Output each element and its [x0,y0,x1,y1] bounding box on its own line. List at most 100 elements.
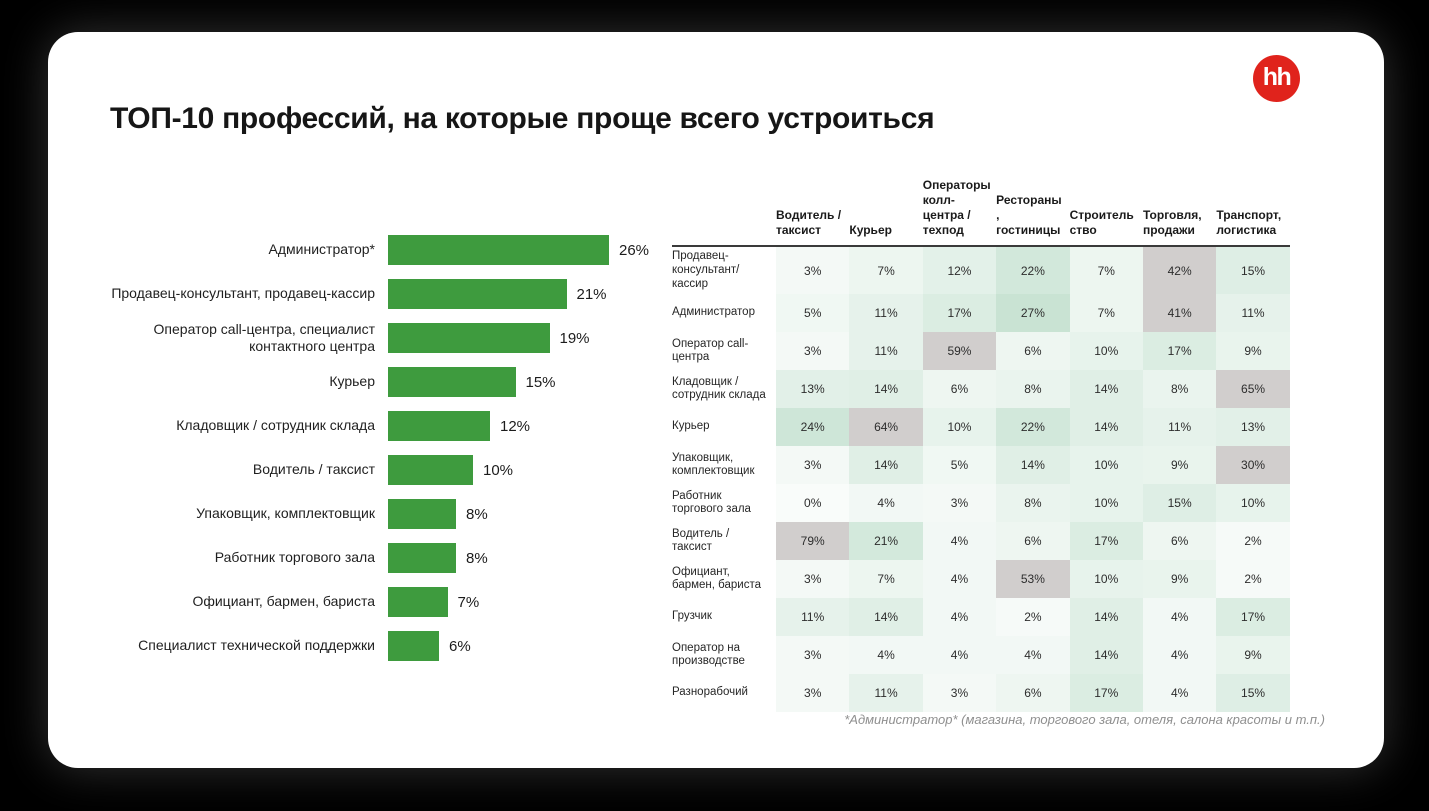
bar-row: Администратор* 26% [108,228,649,272]
bar-value-label: 21% [576,285,607,303]
heatmap-cell: 3% [776,560,850,599]
bar-row: Оператор call-центра, специалист контакт… [108,316,649,360]
heatmap-cell: 6% [1142,522,1217,561]
bar-row: Кладовщик / сотрудник склада 12% [108,404,649,448]
heatmap-cell: 11% [849,332,923,371]
heatmap-cell: 9% [1216,332,1290,371]
heatmap-cell: 6% [996,332,1070,371]
bar [388,367,516,397]
heatmap-cell: 14% [996,446,1070,485]
bar [388,279,567,309]
bar [388,455,473,485]
bar-value-label: 19% [559,329,590,347]
bar-value-label: 7% [457,593,480,611]
bar-category-label: Работник торгового зала [214,549,375,566]
bar [388,587,448,617]
heatmap-cell: 79% [776,522,850,561]
heatmap-cell: 5% [776,294,850,333]
heatmap-cell: 3% [776,446,850,485]
heatmap-row-label: Продавец-консультант/кассир [672,250,740,290]
page-title: ТОП-10 профессий, на которые проще всего… [110,102,935,136]
heatmap-cell: 4% [922,560,997,599]
heatmap-cell: 4% [922,522,997,561]
heatmap-row: Официант, бармен, бариста 3% 7% 4% 53% 10% 9% 2… [672,560,1290,599]
heatmap-cell: 17% [1216,598,1290,637]
heatmap-cell: 14% [849,598,923,637]
heatmap-row-label: Официант, бармен, бариста [672,565,761,592]
heatmap-cell: 4% [849,484,923,523]
heatmap-column-header: Водитель / таксист [776,208,842,237]
heatmap-cell: 7% [1069,294,1143,333]
heatmap-header-row: Водитель / таксист Курьер Операторы колл-ц… [672,178,1290,247]
hh-logo-text: hh [1262,63,1292,91]
heatmap-cell: 3% [776,674,850,713]
heatmap-cell: 7% [849,247,923,295]
heatmap-cell: 10% [1069,560,1143,599]
heatmap-row: Курьер 24% 64% 10% 22% 14% 11% 13% [672,408,1290,447]
heatmap-cell: 24% [776,408,850,447]
heatmap-cell: 11% [1216,294,1290,333]
heatmap-column-header: Торговля, продажи [1142,208,1202,237]
bar-row: Специалист технической поддержки 6% [108,624,649,668]
heatmap-row: Грузчик 11% 14% 4% 2% 14% 4% 17% [672,598,1290,637]
heatmap-row: Оператор call-центра 3% 11% 59% 6% 10% 17% 9% [672,332,1290,371]
heatmap-cell: 14% [849,370,923,409]
heatmap-cell: 14% [1069,636,1143,675]
heatmap-cell: 41% [1142,294,1217,333]
heatmap-cell: 2% [1216,560,1290,599]
heatmap-cell: 10% [1069,446,1143,485]
heatmap-cell: 6% [996,522,1070,561]
heatmap-cell: 4% [996,636,1070,675]
heatmap-cell: 6% [996,674,1070,713]
heatmap-row: Водитель / таксист 79% 21% 4% 6% 17% 6% 2% [672,522,1290,561]
heatmap-cell: 9% [1216,636,1290,675]
heatmap-row-label: Работник торгового зала [672,489,751,516]
heatmap-cell: 17% [1069,674,1143,713]
heatmap-cell: 64% [849,408,923,447]
heatmap-cell: 3% [922,674,997,713]
bar-category-label: Официант, бармен, бариста [192,593,375,610]
heatmap-row-label: Грузчик [672,610,712,623]
heatmap-cell: 4% [849,636,923,675]
heatmap-cell: 4% [922,636,997,675]
heatmap-cell: 10% [1069,332,1143,371]
heatmap-cell: 8% [1142,370,1217,409]
heatmap-cell: 14% [1069,408,1143,447]
heatmap-cell: 6% [922,370,997,409]
bar-value-label: 26% [619,241,650,259]
bar-category-label: Водитель / таксист [252,461,375,478]
heatmap-cell: 0% [776,484,849,522]
heatmap-cell: 10% [1216,484,1290,523]
heatmap-column-header: Курьер [849,223,892,237]
heatmap-cell: 4% [922,598,997,637]
heatmap-column-header: Операторы колл-центра / техпод [922,178,991,237]
bar-value-label: 8% [466,549,488,567]
heatmap-cell: 11% [849,294,923,333]
bar [388,235,609,265]
heatmap-cell: 65% [1216,370,1290,409]
heatmap-cell: 21% [849,522,923,561]
bar-row: Упаковщик, комплектовщик 8% [108,492,649,536]
heatmap-cell: 27% [996,294,1070,333]
bar-value-label: 10% [483,461,514,479]
bar [388,631,439,661]
heatmap-cell: 15% [1216,247,1290,295]
heatmap-cell: 4% [1142,598,1217,637]
heatmap-row-label: Оператор call-центра [672,337,749,364]
heatmap-cell: 22% [996,408,1070,447]
bar-row: Курьер 15% [108,360,649,404]
heatmap-cell: 42% [1142,247,1217,295]
heatmap-row-label: Упаковщик, комплектовщик [672,451,755,478]
heatmap-row-label: Курьер [672,420,710,433]
heatmap-row-label: Водитель / таксист [672,527,730,554]
heatmap-column-header: Строительство [1069,208,1134,237]
footnote: *Администратор* (магазина, торгового зал… [844,712,1325,727]
heatmap-cell: 2% [1216,522,1290,561]
heatmap-cell: 3% [776,247,850,295]
bar-value-label: 12% [500,417,531,435]
bar-category-label: Упаковщик, комплектовщик [196,505,375,522]
bar-category-label: Администратор* [268,241,375,258]
heatmap-table: Водитель / таксист Курьер Операторы колл-ц… [672,178,1290,713]
heatmap-cell: 15% [1216,674,1290,713]
heatmap-row: Продавец-консультант/кассир 3% 7% 12% 22% 7% 4… [672,247,1290,295]
